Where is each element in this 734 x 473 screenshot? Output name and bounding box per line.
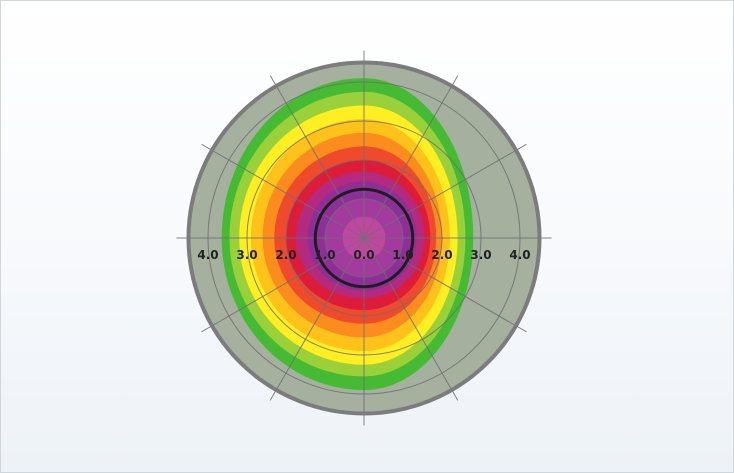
grid-spoke <box>269 237 365 401</box>
outer-rim <box>186 60 542 416</box>
radial-tick-label: 2.0 <box>275 248 296 262</box>
grid-spokes <box>176 50 552 426</box>
grid-spoke <box>201 143 365 239</box>
radial-tick-label: 1.0 <box>314 248 335 262</box>
grid-spoke <box>363 143 527 239</box>
radial-tick-label: 0.0 <box>353 248 374 262</box>
radial-tick-label: 4.0 <box>509 248 530 262</box>
grid-spoke <box>363 237 459 401</box>
grid-spoke <box>201 237 365 333</box>
reference-circle <box>313 187 415 289</box>
grid-spoke <box>269 75 365 239</box>
radial-tick-label: 2.0 <box>431 248 452 262</box>
grid-spoke <box>363 237 527 333</box>
radial-tick-label: 3.0 <box>470 248 491 262</box>
radial-tick-label: 1.0 <box>392 248 413 262</box>
radial-tick-label: 4.0 <box>197 248 218 262</box>
grid-spoke <box>363 75 459 239</box>
radial-tick-label: 3.0 <box>236 248 257 262</box>
radial-tick-labels: 4.0 3.0 2.0 1.0 0.0 1.0 2.0 3.0 4.0 <box>197 248 530 262</box>
